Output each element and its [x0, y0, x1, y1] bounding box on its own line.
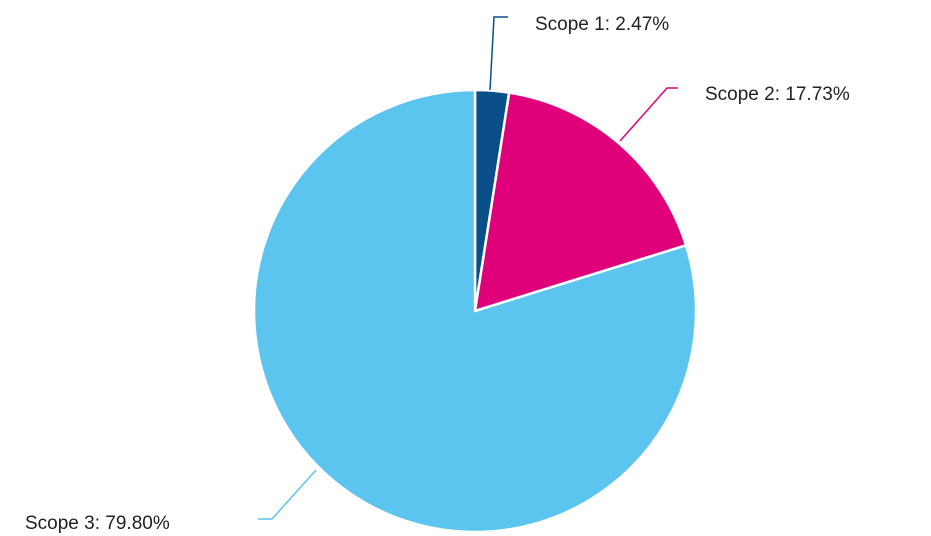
leader-lines	[258, 16, 678, 520]
slice-label-scope-1: Scope 1: 2.47%	[535, 14, 669, 35]
leader-line-scope-1	[489, 16, 508, 91]
leader-line-scope-3	[258, 469, 317, 520]
slice-label-scope-2: Scope 2: 17.73%	[705, 84, 850, 105]
pie-slice-scope-2	[473, 91, 688, 313]
slice-label-scope-3: Scope 3: 79.80%	[25, 513, 170, 534]
slice-labels: Scope 1: 2.47% Scope 2: 17.73% Scope 3: 79…	[25, 14, 850, 534]
pie-slices	[252, 88, 698, 534]
pie-slice-scope-3	[252, 88, 698, 534]
leader-line-scope-2	[619, 87, 678, 142]
